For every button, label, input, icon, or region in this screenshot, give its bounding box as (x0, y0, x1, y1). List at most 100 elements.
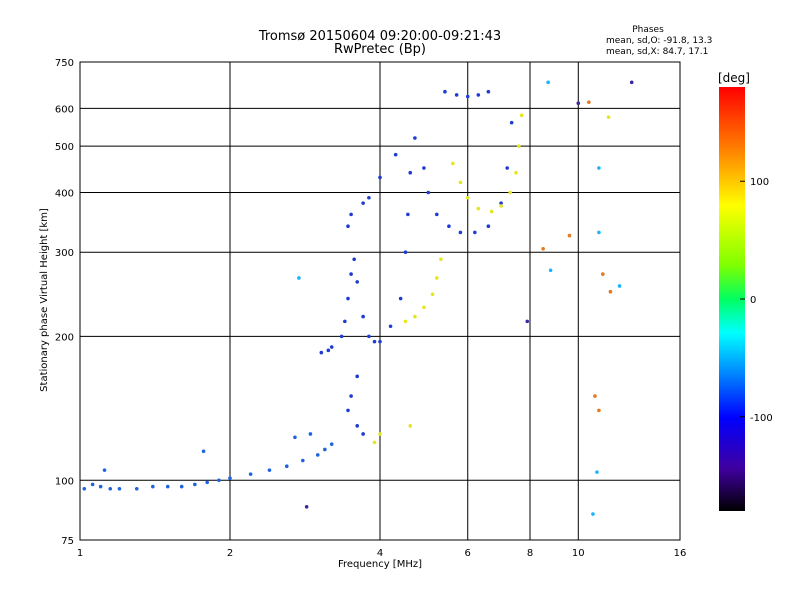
data-point (378, 339, 382, 344)
x-tick-label: 1 (77, 548, 83, 559)
data-point (617, 284, 622, 288)
y-tick-label: 600 (55, 104, 74, 115)
data-point (548, 268, 553, 273)
data-point (473, 230, 477, 235)
data-point (595, 470, 599, 474)
data-point (179, 484, 184, 489)
data-point (217, 478, 221, 483)
data-point (439, 257, 443, 262)
data-point (349, 272, 353, 276)
chart-title: Tromsø 20150604 09:20:00-09:21:43 (258, 29, 501, 44)
data-point (151, 484, 155, 489)
y-tick-label: 500 (55, 142, 74, 153)
data-point (267, 468, 272, 472)
data-point (458, 230, 463, 235)
y-tick-label: 400 (55, 188, 74, 199)
data-point (451, 161, 455, 166)
data-point (346, 224, 350, 229)
data-point (165, 484, 170, 489)
data-point (346, 408, 350, 413)
data-point (117, 486, 122, 491)
data-point (293, 435, 297, 440)
data-point (308, 432, 313, 436)
data-point (465, 94, 470, 99)
data-point (82, 486, 87, 491)
data-point (567, 233, 572, 238)
colorbar-tick-label: -100 (750, 413, 773, 424)
data-point (201, 449, 206, 454)
data-point (499, 201, 503, 205)
data-point (447, 224, 451, 229)
stats-line-o: mean, sd,O: -91.8, 13.3 (606, 36, 712, 46)
data-point (430, 292, 435, 297)
data-point (413, 314, 417, 319)
colorbar-tick-label: 0 (750, 295, 756, 306)
data-point (546, 80, 550, 85)
data-point (346, 296, 350, 301)
data-point (352, 257, 356, 262)
x-tick-label: 2 (227, 548, 233, 559)
data-point (576, 101, 581, 105)
y-tick-label: 300 (55, 248, 74, 259)
y-tick-label: 75 (61, 536, 74, 547)
data-point (587, 100, 591, 104)
data-point (476, 206, 481, 211)
data-point (301, 458, 305, 463)
x-tick-label: 10 (572, 548, 585, 559)
data-point (284, 464, 289, 469)
stats-header: Phases (632, 25, 664, 35)
data-point (608, 289, 613, 294)
data-point (465, 195, 470, 200)
stats-line-x: mean, sd,X: 84.7, 17.1 (606, 47, 708, 57)
data-point (372, 339, 377, 344)
y-tick-label: 750 (55, 58, 74, 69)
data-point (408, 424, 413, 428)
data-point (593, 394, 597, 398)
data-point (509, 120, 514, 125)
data-point (486, 89, 491, 94)
data-point (134, 486, 139, 491)
data-point (315, 453, 320, 457)
data-point (597, 408, 601, 413)
data-point (304, 505, 309, 509)
data-point (426, 190, 431, 195)
y-axis-ticks: 75 100 200 300 400 500 600 750 (55, 58, 74, 547)
data-point (443, 89, 447, 94)
data-point (323, 447, 327, 452)
data-point (228, 476, 232, 481)
colorbar-tick-label: 100 (750, 177, 769, 188)
data-point (591, 512, 595, 516)
data-point (413, 136, 417, 140)
data-point (505, 166, 509, 170)
data-point (422, 305, 426, 310)
data-point (486, 224, 491, 229)
data-point (406, 212, 410, 217)
data-point (355, 374, 359, 379)
data-point (508, 190, 512, 195)
data-point (597, 166, 601, 170)
data-point (629, 80, 634, 85)
data-point (525, 319, 530, 324)
data-point (297, 276, 301, 280)
data-point (393, 152, 398, 157)
data-point (378, 432, 382, 436)
grid-lines (80, 62, 680, 540)
x-tick-label: 16 (674, 548, 687, 559)
x-axis-label: Frequency [MHz] (338, 559, 422, 570)
data-point (434, 212, 439, 217)
data-point (398, 296, 403, 301)
colorbar-label: [deg] (718, 71, 750, 85)
x-tick-label: 8 (527, 548, 533, 559)
y-tick-label: 100 (55, 476, 74, 487)
data-point (454, 93, 459, 97)
data-point (355, 424, 359, 428)
data-points (82, 80, 634, 516)
data-point (205, 480, 209, 485)
data-point (408, 170, 413, 175)
data-point (367, 334, 371, 339)
data-point (248, 472, 253, 476)
data-point (606, 115, 611, 119)
data-point (601, 272, 605, 276)
data-point (519, 113, 524, 118)
